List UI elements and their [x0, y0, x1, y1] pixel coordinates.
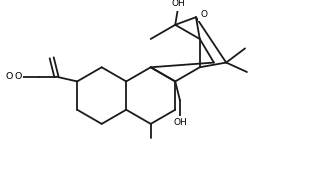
Text: OH: OH [171, 0, 185, 8]
Text: OH: OH [173, 118, 187, 126]
Text: O: O [200, 10, 207, 19]
Text: O: O [14, 72, 22, 81]
Text: O: O [6, 72, 13, 81]
